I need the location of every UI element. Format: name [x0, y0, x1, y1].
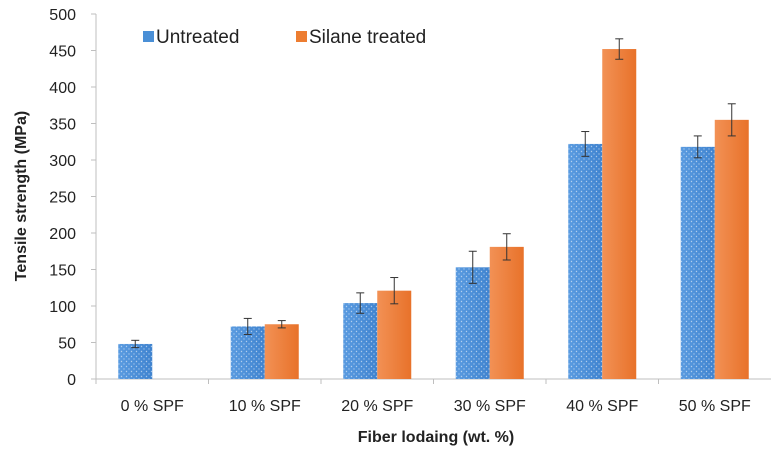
bar-texture	[455, 267, 490, 379]
bar-texture	[118, 343, 153, 379]
x-tick-label: 30 % SPF	[454, 398, 526, 415]
bar-texture	[680, 146, 715, 379]
y-tick-label: 100	[49, 299, 76, 316]
bar-texture	[230, 326, 265, 379]
x-tick-label: 40 % SPF	[566, 398, 638, 415]
legend-swatch-untreated	[143, 31, 154, 42]
bar-texture	[343, 303, 378, 379]
y-tick-label: 350	[49, 117, 76, 134]
x-axis: 0 % SPF 10 % SPF 20 % SPF 30 % SPF 40 % SPF 5…	[95, 378, 771, 415]
legend: Untreated Silane treated	[143, 27, 426, 48]
bar-silane-treated	[489, 246, 524, 379]
bars	[118, 49, 749, 379]
legend-label-silane-treated: Silane treated	[309, 27, 426, 48]
y-tick-label: 150	[49, 263, 76, 280]
bar-silane-treated	[714, 119, 749, 379]
y-tick-label: 200	[49, 226, 76, 243]
y-tick-label: 50	[58, 336, 76, 353]
error-bars	[131, 38, 736, 349]
bar-silane-treated	[602, 49, 637, 379]
legend-swatch-silane-treated	[296, 31, 307, 42]
x-tick-label: 20 % SPF	[341, 398, 413, 415]
bar-silane-treated	[377, 290, 412, 379]
y-tick-label: 450	[49, 44, 76, 61]
bar-texture	[568, 143, 603, 379]
y-tick-label: 500	[49, 7, 76, 24]
y-axis-title: Tensile strength (MPa)	[13, 111, 30, 281]
y-tick-label: 300	[49, 153, 76, 170]
y-tick-label: 400	[49, 80, 76, 97]
x-tick-label: 50 % SPF	[679, 398, 751, 415]
y-tick-label: 0	[67, 372, 76, 389]
y-tick-label: 250	[49, 190, 76, 207]
bar-silane-treated	[264, 324, 299, 379]
x-tick-label: 0 % SPF	[121, 398, 184, 415]
x-tick-label: 10 % SPF	[229, 398, 301, 415]
y-axis: 0 50 100 150 200 250 300 350 400 450 500	[49, 7, 97, 389]
legend-label-untreated: Untreated	[156, 27, 239, 48]
x-axis-title: Fiber lodaing (wt. %)	[358, 429, 514, 446]
